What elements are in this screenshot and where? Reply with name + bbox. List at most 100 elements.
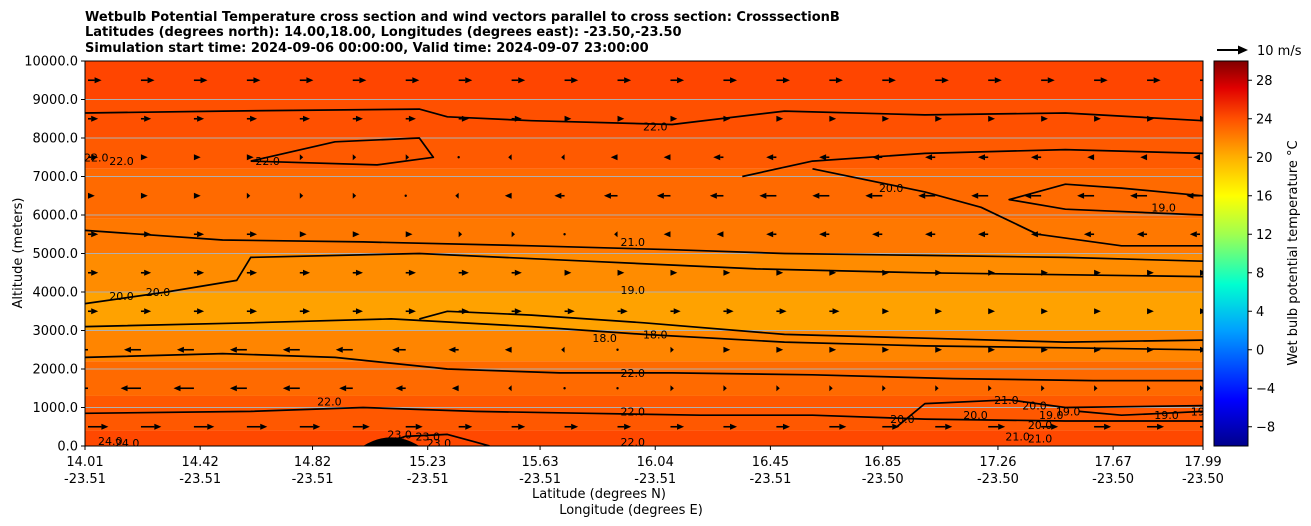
wind-vector-head xyxy=(144,115,152,122)
wind-vector-head xyxy=(518,423,526,430)
x-tick-label-lat: 16.45 xyxy=(752,455,789,470)
wind-vector xyxy=(405,115,416,122)
wind-vector xyxy=(140,77,155,84)
wind-vector-head xyxy=(776,346,784,353)
temperature-band xyxy=(85,61,1203,100)
colorbar-tick-label: 20 xyxy=(1256,151,1273,166)
wind-vector xyxy=(405,308,416,315)
wind-vector xyxy=(511,308,522,315)
temperature-band xyxy=(85,138,1203,169)
wind-vector xyxy=(656,192,671,199)
wind-vector-head xyxy=(461,115,469,122)
title-line-3: Simulation start time: 2024-09-06 00:00:… xyxy=(85,41,649,56)
wind-vector xyxy=(405,423,423,430)
wind-vector-head xyxy=(1147,346,1154,353)
x-tick-label-lat: 14.01 xyxy=(66,455,103,470)
wind-vector-head xyxy=(193,154,201,161)
wind-vector-head xyxy=(1041,385,1045,392)
wind-vector-head xyxy=(1200,308,1203,315)
wind-vector xyxy=(404,194,407,197)
wind-vector-head xyxy=(88,192,95,199)
wind-vector xyxy=(140,269,152,276)
wind-vector xyxy=(882,346,890,353)
temperature-band xyxy=(85,361,1203,396)
wind-vector-head xyxy=(977,231,985,238)
temperature-band xyxy=(85,253,1203,292)
wind-vector-head xyxy=(614,231,618,238)
wind-vector xyxy=(977,154,989,161)
contour-line-22.0 xyxy=(250,137,435,166)
wind-vector xyxy=(1147,308,1154,315)
wind-vector xyxy=(458,308,469,315)
contour-line-20.0 xyxy=(85,252,1203,305)
x-tick-label-lon: -23.51 xyxy=(64,472,106,487)
wind-vector-head xyxy=(945,423,953,430)
wind-vector-head xyxy=(197,269,205,276)
contour-line-20.0 xyxy=(896,398,1203,428)
wind-vector xyxy=(563,233,566,236)
wind-vector-head xyxy=(1100,77,1108,84)
wind-vector xyxy=(564,115,572,122)
wind-vector xyxy=(610,154,618,161)
colorbar-tick-label: 24 xyxy=(1256,112,1273,127)
wind-vector-head xyxy=(1186,192,1194,199)
wind-vector-head xyxy=(935,385,939,392)
terrain xyxy=(363,437,420,446)
wind-vector-head xyxy=(567,308,575,315)
wind-vector xyxy=(405,269,416,276)
wind-vector-head xyxy=(504,346,512,353)
wind-vector-head xyxy=(207,423,215,430)
wind-vector-head xyxy=(91,115,99,122)
wind-vector xyxy=(299,154,304,161)
colorbar: 28 24 20 16 12 8 4 0 −4 −8 Wet bulb potential tem… xyxy=(1213,60,1301,447)
wind-vector xyxy=(88,269,99,276)
wind-vector xyxy=(451,385,459,392)
wind-vector-head xyxy=(918,192,926,199)
y-tick-label: 6000.0 xyxy=(33,209,79,224)
wind-vector xyxy=(1030,231,1042,238)
colorbar-tick-label: 4 xyxy=(1256,305,1264,320)
wind-vector-head xyxy=(514,115,522,122)
wind-vector xyxy=(140,308,152,315)
wind-vector-head xyxy=(564,115,572,122)
contour-line-22.0 xyxy=(85,108,1203,126)
wind-vector-head xyxy=(355,115,363,122)
wind-vector-head xyxy=(554,192,562,199)
wind-vector-head xyxy=(408,308,416,315)
wind-vector-head xyxy=(1094,115,1101,122)
wind-vector xyxy=(352,269,363,276)
chart-title: Wetbulb Potential Temperature cross sect… xyxy=(85,10,840,56)
wind-vector-head xyxy=(726,308,734,315)
contour-line-19.0 xyxy=(1008,183,1203,216)
wind-vector xyxy=(988,115,995,122)
wind-vector xyxy=(176,346,194,353)
x-axis: 14.01 -23.51 14.42 -23.51 14.82 -23.51 15.23 -2… xyxy=(64,446,1224,487)
wind-vector-head xyxy=(395,385,403,392)
wind-vector xyxy=(819,231,830,238)
wind-vector-head xyxy=(144,308,152,315)
wind-vector-head xyxy=(971,192,979,199)
contour-label: 19.0 xyxy=(1154,409,1179,422)
wind-vector-head xyxy=(925,154,933,161)
wind-vector-head xyxy=(1200,346,1203,353)
contour-line-18.0 xyxy=(85,318,1203,351)
y-tick-label: 2000.0 xyxy=(33,363,79,378)
wind-vector xyxy=(935,346,943,353)
wind-vector xyxy=(670,115,678,122)
wind-vector-head xyxy=(723,346,731,353)
wind-vector xyxy=(670,308,681,315)
wind-vector xyxy=(193,269,205,276)
wind-vector xyxy=(352,154,357,161)
wind-vector-head xyxy=(91,231,99,238)
wind-vector xyxy=(988,423,1006,430)
wind-vector-head xyxy=(730,423,738,430)
contour-label: 19.0 xyxy=(1191,405,1216,418)
wind-vector-head xyxy=(935,346,943,353)
wind-vector xyxy=(282,346,300,353)
wind-vector-head xyxy=(888,77,896,84)
wind-vector xyxy=(405,77,420,84)
wind-vector-head xyxy=(508,154,512,161)
wind-vector xyxy=(508,385,512,392)
y-tick-label: 3000.0 xyxy=(33,324,79,339)
wind-vector-head xyxy=(303,269,311,276)
